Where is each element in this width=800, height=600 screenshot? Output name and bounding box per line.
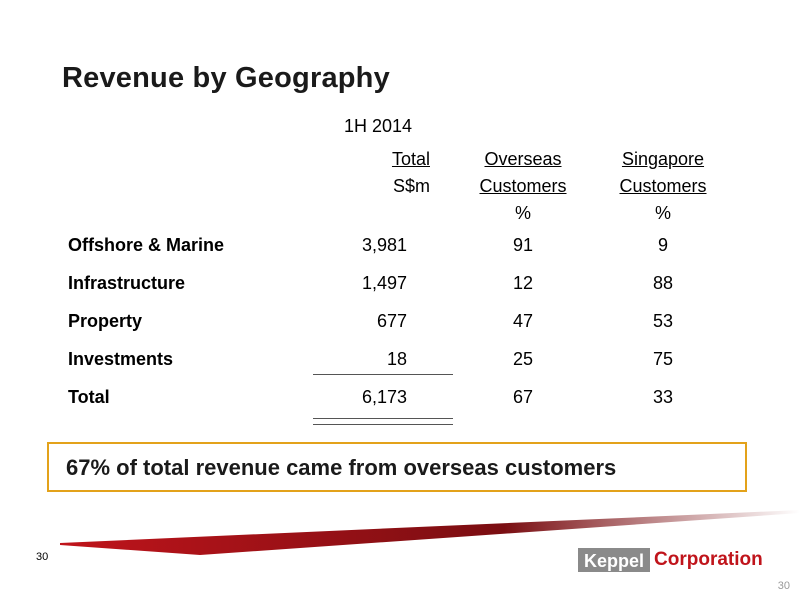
singapore-cell: 9 xyxy=(657,235,668,255)
total-cell: 6,173 xyxy=(361,387,407,407)
row-label: Total xyxy=(68,387,110,407)
total-cell: 3,981 xyxy=(361,235,407,255)
subtotal-rule xyxy=(313,374,453,375)
page-number-right: 30 xyxy=(777,580,790,592)
column-header-line: Total xyxy=(391,149,430,169)
column-header-overseas: Overseas Customers % xyxy=(458,146,588,227)
singapore-cell: 88 xyxy=(652,273,674,293)
table-row-total: Total 6,173 67 33 xyxy=(0,387,800,417)
row-label: Offshore & Marine xyxy=(68,235,225,255)
overseas-cell: 25 xyxy=(512,349,534,369)
column-header-total: Total S$m xyxy=(330,146,430,200)
page-number-left: 30 xyxy=(36,551,49,563)
swoosh-graphic xyxy=(60,510,800,555)
logo-suffix: Corporation xyxy=(654,549,763,570)
singapore-cell: 75 xyxy=(652,349,674,369)
logo-brand: Keppel xyxy=(578,548,651,572)
table-row: Property 677 47 53 xyxy=(0,311,800,341)
column-header-line: Customers xyxy=(619,176,707,196)
column-header-line: S$m xyxy=(392,176,430,196)
column-header-line: Singapore xyxy=(621,149,705,169)
row-label: Infrastructure xyxy=(68,273,186,293)
overseas-cell: 12 xyxy=(512,273,534,293)
overseas-cell: 67 xyxy=(512,387,534,407)
column-header-singapore: Singapore Customers % xyxy=(598,146,728,227)
column-header-line: Customers xyxy=(479,176,567,196)
column-header-line: % xyxy=(654,203,671,223)
keppel-logo: Keppel Corporation xyxy=(578,548,763,574)
total-cell: 1,497 xyxy=(361,273,407,293)
column-header-line: Overseas xyxy=(484,149,562,169)
table-row: Offshore & Marine 3,981 91 9 xyxy=(0,235,800,265)
column-header-line: % xyxy=(514,203,531,223)
total-cell: 677 xyxy=(376,311,407,331)
table-row: Investments 18 25 75 xyxy=(0,349,800,379)
singapore-cell: 33 xyxy=(652,387,674,407)
row-label: Property xyxy=(68,311,143,331)
total-cell: 18 xyxy=(386,349,407,369)
overseas-cell: 91 xyxy=(512,235,534,255)
overseas-cell: 47 xyxy=(512,311,534,331)
table-row: Infrastructure 1,497 12 88 xyxy=(0,273,800,303)
double-rule-bottom xyxy=(313,424,453,425)
callout-box: 67% of total revenue came from overseas … xyxy=(47,442,747,492)
callout-text: 67% of total revenue came from overseas … xyxy=(66,455,617,480)
double-rule-top xyxy=(313,418,453,419)
singapore-cell: 53 xyxy=(652,311,674,331)
row-label: Investments xyxy=(68,349,174,369)
page-title: Revenue by Geography xyxy=(62,62,390,94)
period-label: 1H 2014 xyxy=(343,116,413,136)
